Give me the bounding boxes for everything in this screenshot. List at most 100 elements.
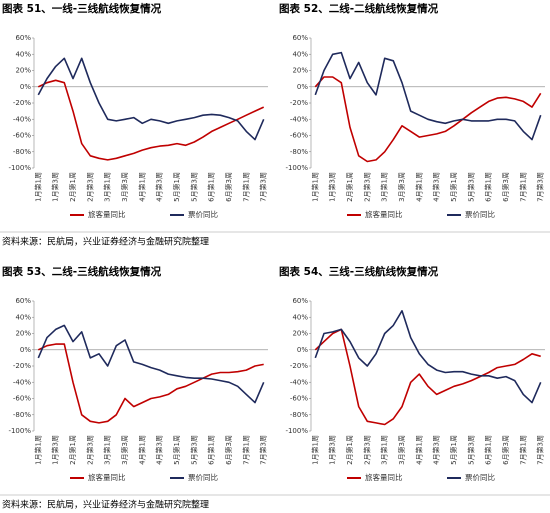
x-tick-label: 6月第3周 <box>501 435 510 465</box>
x-tick-label: 7月第3周 <box>259 435 268 465</box>
x-tick-label: 3月第3周 <box>120 435 129 465</box>
x-tick-label: 4月第1周 <box>137 435 146 465</box>
y-tick-label: -80% <box>13 411 31 419</box>
source-note: 资料来源：民航局，兴业证券经济与金融研究院整理 <box>2 236 209 248</box>
legend-label: 票价同比 <box>465 472 495 482</box>
y-tick-label: 40% <box>15 50 31 58</box>
x-tick-label: 3月第1周 <box>380 435 389 465</box>
x-tick-label: 3月第3周 <box>397 172 406 202</box>
x-tick-label: 4月第1周 <box>414 435 423 465</box>
x-tick-label: 7月第1周 <box>241 172 250 202</box>
x-tick-label: 5月第1周 <box>449 435 458 465</box>
chart: 图表 51、一线-三线航线恢复情况 -100% -80% -60% -40% -20% 0%… <box>2 2 268 219</box>
y-tick-label: 20% <box>292 67 308 75</box>
x-tick-label: 6月第1周 <box>207 172 216 202</box>
x-tick-label: 2月第1周 <box>345 172 354 202</box>
chart: 图表 52、二线-二线航线恢复情况 -100% -80% -60% -40% -20% 0%… <box>279 2 545 219</box>
x-tick-label: 7月第1周 <box>518 435 527 465</box>
y-tick-label: -60% <box>13 132 31 140</box>
x-tick-label: 5月第1周 <box>172 172 181 202</box>
y-tick-label: -100% <box>8 427 31 435</box>
y-tick-label: -20% <box>290 99 308 107</box>
line-series <box>37 57 265 141</box>
y-tick-label: -40% <box>290 378 308 386</box>
chart-title: 图表 53、二线-三线航线恢复情况 <box>2 265 162 278</box>
y-tick-label: 20% <box>15 67 31 75</box>
x-tick-label: 4月第1周 <box>137 172 146 202</box>
x-tick-label: 4月第3周 <box>432 172 441 202</box>
x-tick-label: 6月第1周 <box>207 435 216 465</box>
x-tick-label: 2月第1周 <box>68 435 77 465</box>
line-series <box>37 343 264 424</box>
x-tick-label: 5月第3周 <box>466 435 475 465</box>
y-tick-label: -20% <box>290 362 308 370</box>
x-tick-label: 6月第1周 <box>484 172 493 202</box>
x-tick-label: 3月第3周 <box>397 435 406 465</box>
y-tick-label: -80% <box>13 148 31 156</box>
x-tick-label: 7月第3周 <box>536 172 545 202</box>
legend-label: 旅客量同比 <box>365 472 403 482</box>
legend-label: 票价同比 <box>465 209 495 219</box>
x-tick-label: 7月第1周 <box>241 435 250 465</box>
x-tick-label: 3月第3周 <box>120 172 129 202</box>
chart-title: 图表 54、三线-三线航线恢复情况 <box>279 265 439 278</box>
y-tick-label: -100% <box>285 427 308 435</box>
y-tick-label: -80% <box>290 411 308 419</box>
y-tick-label: -100% <box>8 164 31 172</box>
legend-label: 票价同比 <box>188 472 218 482</box>
x-tick-label: 6月第1周 <box>484 435 493 465</box>
chart-title: 图表 52、二线-二线航线恢复情况 <box>279 2 439 15</box>
x-tick-label: 5月第1周 <box>449 172 458 202</box>
y-tick-label: -60% <box>13 395 31 403</box>
x-tick-label: 1月第3周 <box>328 435 337 465</box>
y-tick-label: 40% <box>292 50 308 58</box>
x-tick-label: 5月第3周 <box>189 172 198 202</box>
y-tick-label: 60% <box>292 297 308 305</box>
y-tick-label: -60% <box>290 132 308 140</box>
chart-title: 图表 51、一线-三线航线恢复情况 <box>2 2 162 15</box>
x-tick-label: 1月第1周 <box>33 172 42 202</box>
y-tick-label: 0% <box>297 83 308 91</box>
legend-label: 旅客量同比 <box>88 209 126 219</box>
x-tick-label: 6月第3周 <box>224 172 233 202</box>
y-tick-label: -20% <box>13 99 31 107</box>
y-tick-label: 60% <box>15 297 31 305</box>
y-tick-label: -40% <box>13 115 31 123</box>
x-tick-label: 4月第3周 <box>155 172 164 202</box>
y-tick-label: 20% <box>292 330 308 338</box>
x-tick-label: 5月第3周 <box>189 435 198 465</box>
x-tick-label: 1月第1周 <box>310 435 319 465</box>
x-tick-label: 5月第1周 <box>172 435 181 465</box>
y-tick-label: -60% <box>290 395 308 403</box>
legend-label: 旅客量同比 <box>88 472 126 482</box>
x-tick-label: 2月第3周 <box>362 435 371 465</box>
x-tick-label: 2月第3周 <box>85 435 94 465</box>
x-tick-label: 1月第3周 <box>328 172 337 202</box>
x-tick-label: 3月第1周 <box>103 172 112 202</box>
x-tick-label: 3月第1周 <box>380 172 389 202</box>
y-tick-label: -20% <box>13 362 31 370</box>
y-tick-label: 0% <box>20 83 31 91</box>
x-tick-label: 6月第3周 <box>224 435 233 465</box>
x-tick-label: 7月第1周 <box>518 172 527 202</box>
x-tick-label: 1月第1周 <box>33 435 42 465</box>
chart: 图表 54、三线-三线航线恢复情况 -100% -80% -60% -40% -20% 0%… <box>279 265 545 482</box>
x-tick-label: 1月第3周 <box>51 172 60 202</box>
y-tick-label: 40% <box>15 313 31 321</box>
y-tick-label: 60% <box>292 34 308 42</box>
x-tick-label: 3月第1周 <box>103 435 112 465</box>
y-tick-label: 0% <box>20 346 31 354</box>
x-tick-label: 7月第3周 <box>259 172 268 202</box>
line-series <box>314 51 542 141</box>
chart: 图表 53、二线-三线航线恢复情况 -100% -80% -60% -40% -20% 0%… <box>2 265 268 482</box>
y-tick-label: -80% <box>290 148 308 156</box>
y-tick-label: -40% <box>13 378 31 386</box>
y-tick-label: 20% <box>15 330 31 338</box>
legend-label: 旅客量同比 <box>365 209 403 219</box>
x-tick-label: 2月第3周 <box>362 172 371 202</box>
x-tick-label: 2月第3周 <box>85 172 94 202</box>
line-series <box>314 76 542 163</box>
x-tick-label: 4月第3周 <box>432 435 441 465</box>
x-tick-label: 7月第3周 <box>536 435 545 465</box>
x-tick-label: 5月第3周 <box>466 172 475 202</box>
